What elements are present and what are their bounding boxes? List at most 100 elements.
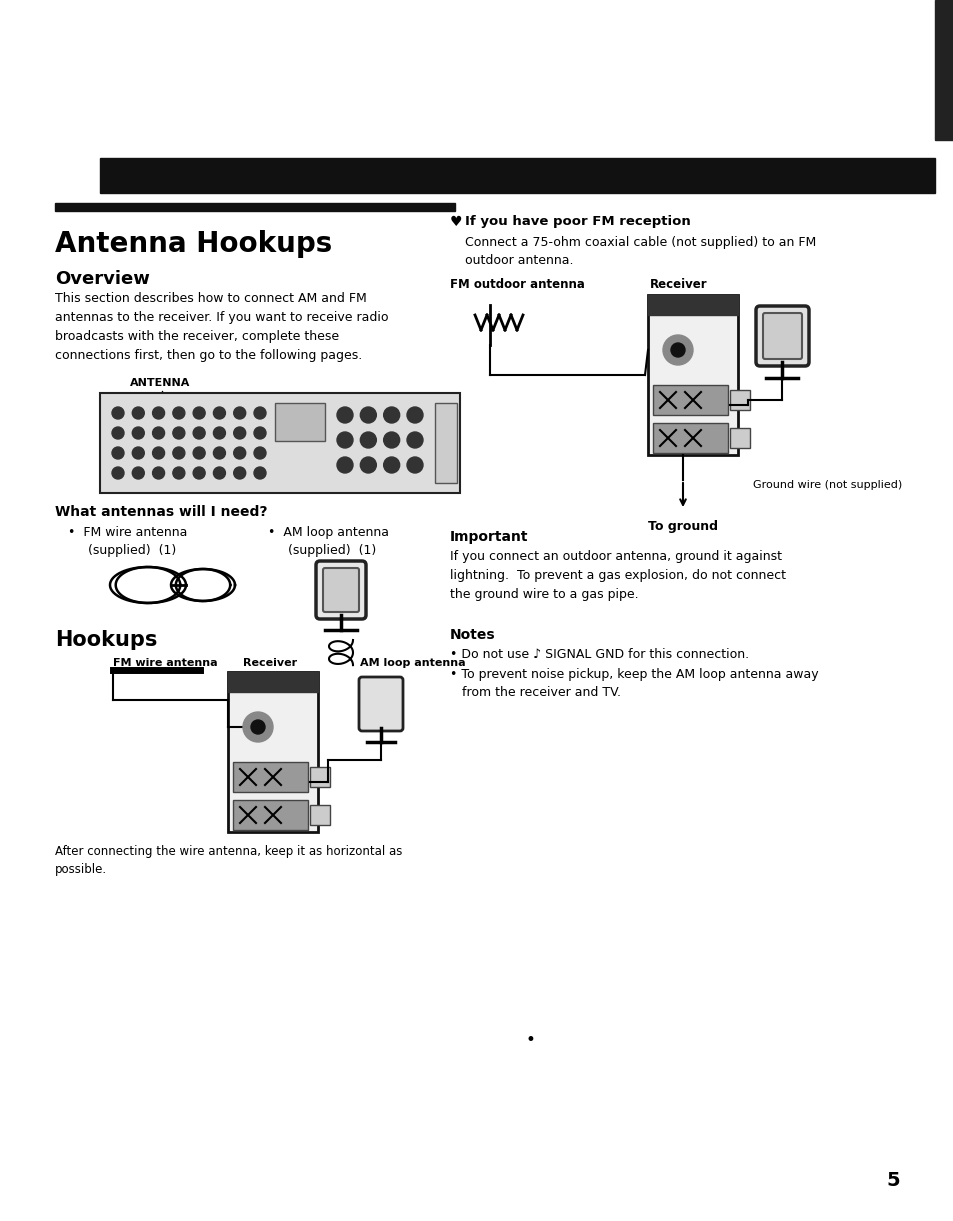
- Text: This section describes how to connect AM and FM
antennas to the receiver. If you: This section describes how to connect AM…: [55, 292, 388, 361]
- Bar: [274, 403, 325, 441]
- Circle shape: [193, 407, 205, 419]
- Text: Ground wire (not supplied): Ground wire (not supplied): [752, 480, 902, 490]
- Bar: [233, 762, 308, 792]
- Circle shape: [233, 427, 246, 440]
- Circle shape: [407, 457, 422, 473]
- Text: What antennas will I need?: What antennas will I need?: [55, 505, 267, 519]
- Bar: [55, 203, 455, 211]
- Circle shape: [670, 343, 684, 357]
- Bar: [729, 389, 749, 410]
- Circle shape: [193, 447, 205, 459]
- Text: Overview: Overview: [55, 270, 150, 288]
- Circle shape: [213, 466, 225, 479]
- Text: Antenna Hookups: Antenna Hookups: [55, 230, 332, 258]
- Text: To ground: To ground: [647, 520, 718, 534]
- Circle shape: [243, 712, 273, 742]
- Circle shape: [360, 457, 375, 473]
- Circle shape: [193, 427, 205, 440]
- Text: Important: Important: [450, 530, 528, 545]
- Text: If you connect an outdoor antenna, ground it against
lightning.  To prevent a ga: If you connect an outdoor antenna, groun…: [450, 549, 785, 601]
- Text: After connecting the wire antenna, keep it as horizontal as
possible.: After connecting the wire antenna, keep …: [55, 845, 402, 875]
- Text: FM
75Ω
COAXIAL: FM 75Ω COAXIAL: [286, 713, 313, 730]
- Bar: [934, 0, 953, 140]
- Circle shape: [233, 407, 246, 419]
- Bar: [647, 295, 738, 315]
- Circle shape: [132, 466, 144, 479]
- Circle shape: [172, 466, 185, 479]
- Text: FM wire antenna: FM wire antenna: [112, 658, 217, 668]
- Text: ANTENNA: ANTENNA: [130, 379, 191, 388]
- Circle shape: [152, 427, 165, 440]
- Circle shape: [336, 457, 353, 473]
- Text: Receiver: Receiver: [649, 278, 707, 291]
- Bar: [310, 805, 330, 825]
- FancyBboxPatch shape: [762, 313, 801, 359]
- Circle shape: [112, 466, 124, 479]
- Text: FM outdoor antenna: FM outdoor antenna: [450, 278, 584, 291]
- Circle shape: [172, 427, 185, 440]
- Text: Notes: Notes: [450, 628, 496, 642]
- Circle shape: [383, 457, 399, 473]
- Circle shape: [112, 407, 124, 419]
- Text: Connect a 75-ohm coaxial cable (not supplied) to an FM
outdoor antenna.: Connect a 75-ohm coaxial cable (not supp…: [464, 236, 816, 267]
- Circle shape: [152, 407, 165, 419]
- FancyBboxPatch shape: [323, 568, 358, 612]
- Circle shape: [253, 407, 266, 419]
- Bar: [652, 422, 727, 453]
- Circle shape: [132, 407, 144, 419]
- Circle shape: [251, 720, 265, 734]
- Circle shape: [383, 432, 399, 448]
- Circle shape: [360, 407, 375, 422]
- Bar: [228, 672, 317, 692]
- Circle shape: [213, 427, 225, 440]
- Circle shape: [132, 447, 144, 459]
- Bar: [100, 393, 459, 493]
- Circle shape: [213, 447, 225, 459]
- Text: Getting Started: Getting Started: [786, 172, 919, 186]
- Circle shape: [383, 407, 399, 422]
- Circle shape: [336, 407, 353, 422]
- Circle shape: [407, 407, 422, 422]
- Text: •: •: [524, 1031, 535, 1049]
- Bar: [729, 429, 749, 448]
- FancyBboxPatch shape: [755, 306, 808, 366]
- Text: AM loop antenna: AM loop antenna: [359, 658, 465, 668]
- Circle shape: [152, 447, 165, 459]
- Circle shape: [112, 447, 124, 459]
- Circle shape: [336, 432, 353, 448]
- Text: ♥: ♥: [450, 215, 467, 230]
- FancyBboxPatch shape: [315, 560, 366, 619]
- Text: If you have poor FM reception: If you have poor FM reception: [464, 215, 690, 228]
- Text: • Do not use ♪ SIGNAL GND for this connection.: • Do not use ♪ SIGNAL GND for this conne…: [450, 648, 748, 661]
- Bar: [647, 295, 738, 455]
- Circle shape: [360, 432, 375, 448]
- Circle shape: [112, 427, 124, 440]
- Text: ANTENNA: ANTENNA: [250, 678, 295, 686]
- Bar: [100, 158, 934, 193]
- FancyBboxPatch shape: [358, 676, 402, 731]
- Circle shape: [253, 427, 266, 440]
- Circle shape: [172, 407, 185, 419]
- Text: •  AM loop antenna
     (supplied)  (1): • AM loop antenna (supplied) (1): [268, 526, 389, 557]
- Circle shape: [662, 335, 692, 365]
- Bar: [435, 403, 456, 484]
- Circle shape: [172, 447, 185, 459]
- Circle shape: [233, 447, 246, 459]
- Text: Hookups: Hookups: [55, 630, 157, 650]
- Text: • To prevent noise pickup, keep the AM loop antenna away
   from the receiver an: • To prevent noise pickup, keep the AM l…: [450, 668, 818, 698]
- Text: ANTENNA: ANTENNA: [670, 300, 715, 309]
- Text: 5: 5: [885, 1171, 899, 1190]
- Circle shape: [152, 466, 165, 479]
- Bar: [233, 800, 308, 830]
- Circle shape: [253, 447, 266, 459]
- Circle shape: [193, 466, 205, 479]
- Text: •  FM wire antenna
     (supplied)  (1): • FM wire antenna (supplied) (1): [68, 526, 187, 557]
- Circle shape: [253, 466, 266, 479]
- Circle shape: [233, 466, 246, 479]
- Bar: [652, 385, 727, 415]
- Circle shape: [213, 407, 225, 419]
- Text: FM
75Ω
COAXIAL: FM 75Ω COAXIAL: [705, 336, 733, 354]
- Circle shape: [132, 427, 144, 440]
- Bar: [310, 767, 330, 788]
- Circle shape: [407, 432, 422, 448]
